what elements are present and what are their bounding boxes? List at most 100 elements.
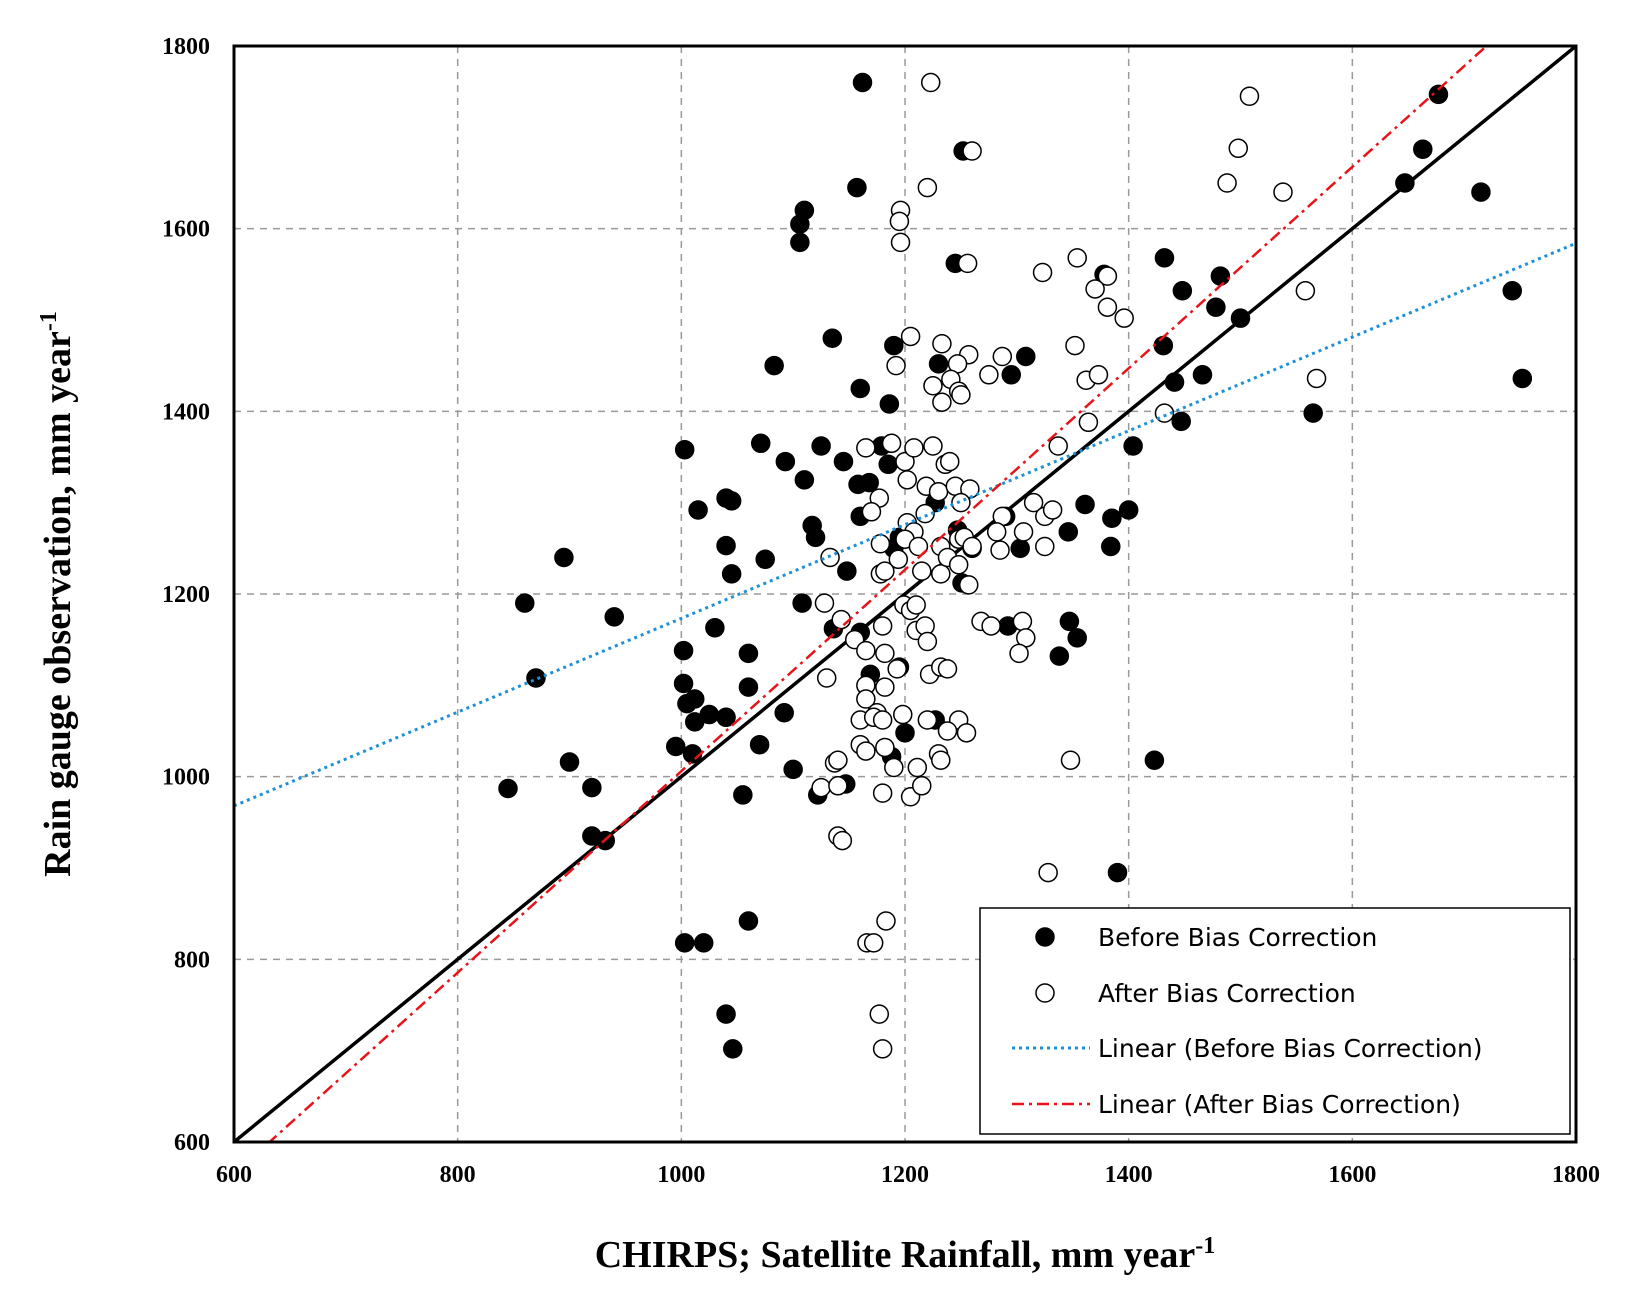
point-before-correction	[833, 451, 854, 472]
point-after-correction	[828, 776, 848, 796]
point-before-correction	[1010, 538, 1030, 559]
point-before-correction	[674, 439, 695, 460]
point-before-correction	[673, 640, 694, 661]
point-before-correction	[716, 707, 736, 728]
point-after-correction	[937, 721, 958, 741]
point-after-correction	[986, 522, 1007, 542]
legend-box	[979, 907, 1571, 1135]
point-before-correction	[1001, 365, 1021, 385]
point-after-correction	[1114, 308, 1134, 328]
point-before-correction	[852, 72, 873, 93]
point-after-correction	[1023, 492, 1044, 513]
point-before-correction	[699, 704, 720, 725]
point-before-correction	[1049, 646, 1070, 666]
point-after-correction	[1042, 500, 1063, 520]
point-after-correction	[1273, 182, 1293, 202]
point-after-correction	[876, 911, 896, 931]
point-after-correction	[932, 392, 952, 412]
point-before-correction	[1118, 500, 1139, 520]
legend-label-before: Before Bias Correction	[1098, 923, 1377, 952]
point-before-correction	[733, 785, 753, 805]
trend-line-after-correction	[267, 46, 1488, 1142]
point-before-correction	[764, 355, 784, 376]
point-after-correction	[1097, 297, 1118, 317]
y-tick-label: 600	[174, 1130, 210, 1156]
point-after-correction	[904, 438, 924, 458]
legend-marker-before	[1035, 927, 1055, 947]
point-after-correction	[1060, 750, 1081, 770]
point-after-correction	[814, 593, 835, 613]
point-before-correction	[755, 549, 775, 570]
point-after-correction	[816, 668, 837, 688]
point-after-correction	[951, 385, 971, 405]
x-tick-labels: 600 800 1000 1200 1400 1600 1800	[216, 1162, 1600, 1188]
point-before-correction	[526, 668, 546, 688]
point-after-correction	[875, 643, 895, 664]
point-after-correction	[992, 346, 1013, 367]
point-after-correction	[856, 689, 876, 709]
point-after-correction	[932, 333, 952, 354]
point-before-correction	[794, 470, 815, 490]
point-after-correction	[890, 232, 911, 253]
point-before-correction	[738, 677, 759, 697]
point-before-correction	[1059, 611, 1080, 632]
y-tick-label: 1400	[162, 399, 210, 425]
point-after-correction	[1088, 365, 1109, 385]
y-tick-label: 1200	[162, 582, 210, 608]
point-after-correction	[1097, 266, 1118, 286]
point-after-correction	[956, 723, 977, 743]
y-axis-title: Rain gauge observation, mm year-1	[36, 311, 79, 877]
point-after-correction	[923, 376, 943, 396]
point-after-correction	[875, 561, 895, 581]
point-before-correction	[1428, 84, 1449, 105]
point-before-correction	[879, 394, 900, 414]
point-before-correction	[1206, 297, 1226, 317]
x-tick-label: 800	[440, 1162, 476, 1188]
point-after-correction	[1035, 536, 1055, 557]
point-before-correction	[723, 1039, 743, 1059]
point-before-correction	[847, 177, 867, 198]
point-after-correction	[1065, 335, 1085, 356]
point-before-correction	[673, 673, 694, 694]
point-before-correction	[498, 778, 518, 799]
point-before-correction	[677, 693, 697, 714]
point-before-correction	[805, 527, 826, 548]
point-before-correction	[1153, 335, 1174, 356]
point-after-correction	[937, 659, 958, 679]
point-before-correction	[665, 736, 686, 757]
x-tick-label: 1000	[657, 1162, 705, 1188]
point-after-correction	[962, 536, 982, 557]
point-after-correction	[856, 640, 876, 661]
point-before-correction	[878, 454, 898, 475]
point-after-correction	[931, 564, 951, 584]
point-after-correction	[1032, 262, 1053, 283]
point-before-correction	[1502, 281, 1523, 301]
point-before-correction	[837, 561, 857, 581]
point-after-correction	[981, 616, 1001, 636]
point-after-correction	[979, 365, 999, 385]
point-after-correction	[962, 141, 982, 161]
point-after-correction	[1239, 86, 1260, 106]
point-before-correction	[1144, 750, 1165, 770]
point-after-correction	[912, 561, 932, 581]
x-tick-label: 1800	[1552, 1162, 1600, 1188]
point-before-correction	[738, 643, 759, 664]
point-after-correction	[886, 355, 906, 376]
point-before-correction	[1192, 365, 1213, 385]
y-tick-label: 1800	[162, 34, 210, 60]
point-after-correction	[875, 677, 895, 697]
point-before-correction	[1172, 281, 1193, 301]
point-after-correction	[856, 741, 876, 761]
point-after-correction	[1013, 522, 1034, 542]
point-after-correction	[893, 704, 913, 725]
point-after-correction	[1228, 138, 1249, 159]
point-after-correction	[887, 659, 907, 679]
point-after-correction	[897, 470, 917, 490]
point-after-correction	[906, 595, 926, 615]
point-before-correction	[1067, 628, 1087, 648]
point-after-correction	[917, 177, 938, 198]
point-before-correction	[859, 472, 879, 493]
point-after-correction	[931, 750, 951, 770]
point-before-correction	[790, 232, 810, 253]
